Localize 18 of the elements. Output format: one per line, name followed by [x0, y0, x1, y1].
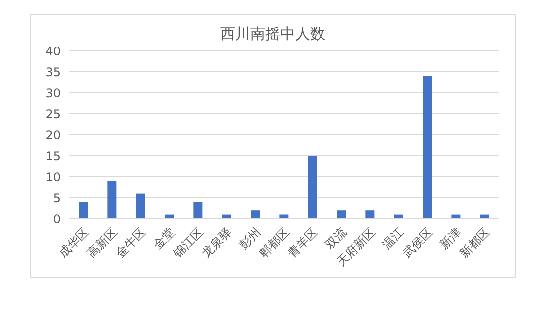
bar: [366, 210, 375, 219]
bar: [194, 202, 203, 219]
chart-title: 西川南摇中人数: [220, 25, 326, 43]
y-tick-label: 35: [46, 65, 61, 80]
y-tick-label: 5: [53, 191, 61, 206]
bar: [251, 210, 260, 219]
bar: [337, 210, 346, 219]
y-tick-label: 15: [46, 149, 61, 164]
bar: [108, 181, 117, 219]
bar: [136, 194, 146, 219]
y-tick-label: 20: [46, 128, 61, 142]
y-tick-label: 30: [46, 86, 61, 100]
y-tick-label: 0: [53, 212, 61, 226]
y-tick-label: 10: [46, 170, 61, 184]
bar: [79, 202, 88, 219]
bar: [423, 76, 432, 219]
bar: [308, 156, 318, 219]
y-tick-label: 25: [46, 107, 61, 122]
